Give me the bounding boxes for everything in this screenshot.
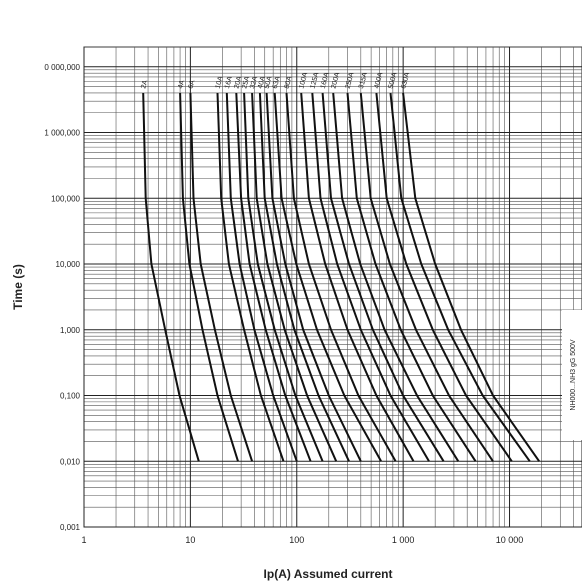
- curve: [402, 92, 541, 462]
- curve: [265, 92, 362, 462]
- curve: [142, 92, 200, 462]
- curve: [235, 92, 312, 462]
- x-tick-label: 100: [289, 535, 304, 545]
- series-label: 25A: [241, 75, 251, 89]
- curve: [216, 92, 285, 462]
- series-label: 20A: [233, 75, 243, 89]
- y-tick-label: 0,010: [60, 457, 81, 466]
- y-tick-label: 1,000: [60, 326, 81, 335]
- y-tick-label: 100,000: [51, 194, 80, 203]
- curve: [311, 92, 430, 462]
- curve: [346, 92, 477, 462]
- series-label: 2A: [140, 79, 149, 89]
- curve: [225, 92, 298, 462]
- series-label: 200A: [330, 72, 341, 90]
- series-label: 630A: [400, 72, 411, 90]
- curve: [321, 92, 445, 462]
- series-label: 16A: [224, 75, 234, 89]
- curve: [332, 92, 460, 462]
- curve: [189, 92, 254, 462]
- series-label: 32A: [249, 75, 259, 89]
- curve: [179, 92, 239, 462]
- series-label: 80A: [284, 75, 294, 89]
- series-label: 4A: [177, 79, 186, 89]
- series-label: 250A: [345, 72, 356, 90]
- curve: [375, 92, 513, 462]
- series-label: 100A: [298, 72, 309, 90]
- series-label: 500A: [388, 72, 399, 90]
- curve: [243, 92, 324, 462]
- series-label: 50A: [264, 75, 274, 89]
- series-label: 315A: [358, 72, 369, 90]
- curve: [251, 92, 338, 462]
- x-tick-label: 10 000: [496, 535, 524, 545]
- x-axis-label: Ip(A) Assumed current: [264, 567, 393, 581]
- y-tick-label: 0,001: [60, 523, 81, 532]
- x-tick-label: 1 000: [392, 535, 415, 545]
- curve: [389, 92, 531, 462]
- curve: [258, 92, 350, 462]
- curve: [285, 92, 397, 462]
- series-label: 10A: [215, 75, 225, 89]
- series-label: 6A: [188, 79, 197, 89]
- series-label: 40A: [257, 75, 267, 89]
- series-label: 63A: [272, 75, 282, 89]
- series-label: 160A: [320, 72, 331, 90]
- annotation: NH000...NH3 gG 500V: [570, 339, 577, 411]
- curve: [300, 92, 415, 462]
- curve: [273, 92, 382, 462]
- y-tick-label: 0,100: [60, 392, 81, 401]
- x-tick-label: 10: [185, 535, 195, 545]
- y-tick-label: 10,000: [56, 260, 81, 269]
- annotation-box: [562, 310, 582, 440]
- series-label: 125A: [309, 72, 320, 90]
- y-axis-label: Time (s): [11, 264, 25, 310]
- x-tick-label: 1: [81, 535, 86, 545]
- y-tick-label: 0 000,000: [44, 63, 80, 72]
- curve: [359, 92, 494, 462]
- series-label: 400A: [374, 72, 385, 90]
- y-tick-label: 1 000,000: [44, 129, 80, 138]
